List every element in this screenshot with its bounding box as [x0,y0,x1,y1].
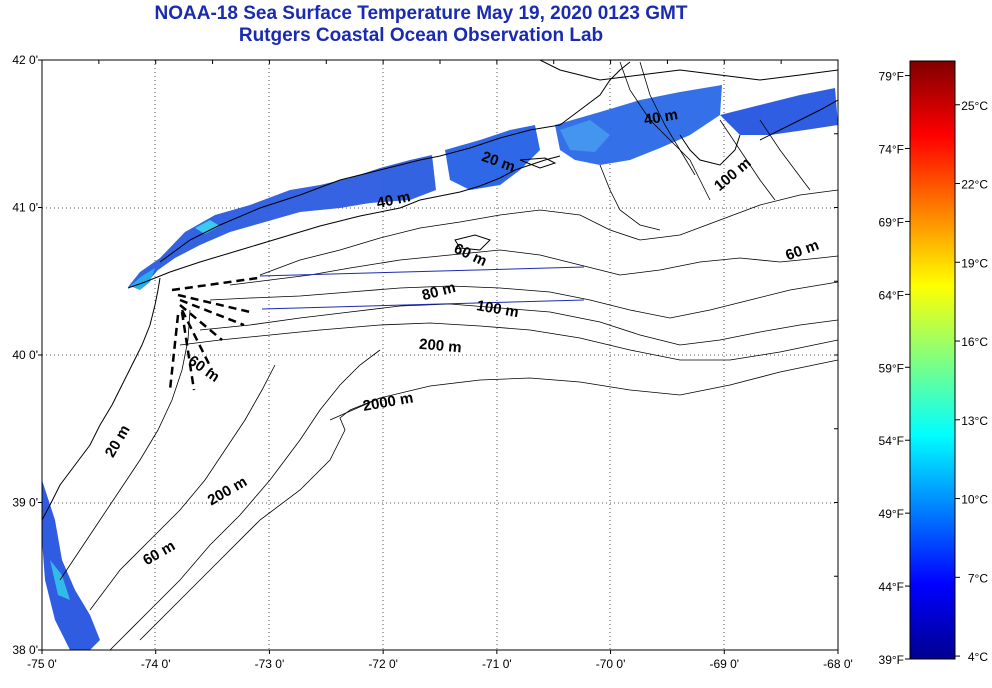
lat-tick-label: 39 0' [12,496,38,510]
fahrenheit-label: 54°F [879,434,904,448]
celsius-label: 16°C [961,335,988,349]
celsius-label: 19°C [961,256,988,270]
fahrenheit-label: 74°F [879,143,904,157]
lon-tick-label: -73 0' [255,657,285,671]
fahrenheit-label: 44°F [879,580,904,594]
sst-patch-rhode-island [445,125,540,190]
sst-patch-gulf-maine [720,88,838,135]
celsius-label: 4°C [968,650,988,664]
celsius-label: 10°C [961,493,988,507]
sst-patch-long-island-sound [128,155,436,287]
lon-tick-label: -75 0' [27,657,57,671]
depth-contour-label: 200 m [418,336,462,357]
coastline [42,60,838,521]
lat-tick-label: 41 0' [12,201,38,215]
lon-tick-label: -71 0' [482,657,512,671]
lon-tick-label: -69 0' [709,657,739,671]
dashed-sector-lines [168,276,259,391]
fahrenheit-label: 59°F [879,361,904,375]
map-plot-area [42,60,838,650]
sst-patch-sound-cyan-2 [195,220,220,234]
colorbar-labels: 79°F 74°F 69°F 64°F 59°F 54°F 49°F 44°F 39°F 25°C… [879,70,989,667]
map-subtitle: Rutgers Coastal Ocean Observation Lab [238,25,604,46]
fahrenheit-label: 79°F [879,70,904,84]
lon-tick-label: -72 0' [368,657,398,671]
sst-patch-cape-cod-light [560,120,610,152]
celsius-label: 22°C [961,178,988,192]
transect-lines [259,266,585,310]
map-title: NOAA-18 Sea Surface Temperature May 19, … [154,3,688,24]
lat-tick-label: 38 0' [12,643,38,657]
lon-tick-label: -68 0' [823,657,853,671]
lat-tick-label: 42 0' [12,53,38,67]
lon-tick-label: -74 0' [141,657,171,671]
bathymetry-contours [59,61,838,650]
fahrenheit-label: 64°F [879,288,904,302]
depth-contour-label: 40 m [643,106,680,129]
sst-patch-sound-cyan [130,268,155,290]
depth-contour-label: 40 m [375,188,412,212]
fahrenheit-label: 39°F [879,653,904,667]
lat-tick-label: 40 0' [12,348,38,362]
colorbar-gradient [909,60,956,660]
fahrenheit-label: 69°F [879,215,904,229]
fahrenheit-label: 49°F [879,507,904,521]
lon-tick-label: -70 0' [596,657,626,671]
celsius-label: 7°C [968,571,988,585]
celsius-label: 25°C [961,99,988,113]
axis-ticks: -75 0' -74 0' -73 0' -72 0' -71 0' -70 0' -69 … [12,53,852,671]
sst-patch-delaware [42,480,100,650]
celsius-label: 13°C [961,414,988,428]
